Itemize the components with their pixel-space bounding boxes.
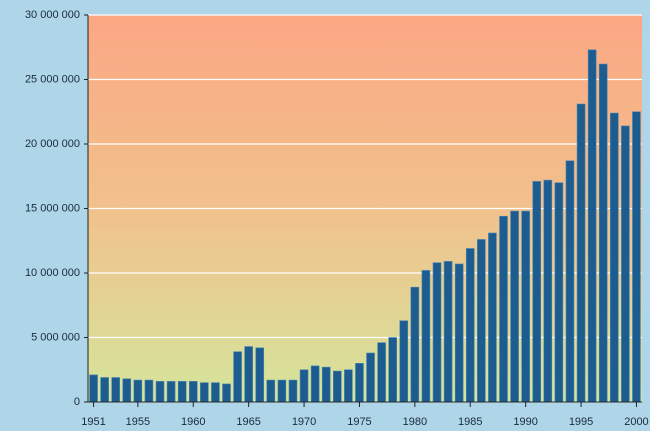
bar (89, 374, 98, 403)
y-tick-label: 25 000 000 (25, 73, 80, 85)
x-tick-label: 1975 (347, 416, 371, 428)
bar (100, 377, 109, 403)
bar (377, 342, 386, 403)
bar (355, 362, 364, 403)
bar (222, 383, 231, 403)
bar (299, 369, 309, 403)
bar (587, 49, 597, 403)
bar (233, 351, 242, 403)
bar (632, 111, 641, 403)
bar (244, 346, 253, 403)
bar (610, 112, 619, 403)
bar (421, 270, 431, 403)
bar (432, 262, 442, 403)
x-tick-label: 1990 (513, 416, 537, 428)
y-tick-label: 0 (74, 396, 80, 408)
bar (211, 382, 220, 403)
bar (366, 352, 375, 403)
bar (344, 369, 353, 403)
bar (621, 125, 630, 403)
bar (410, 286, 420, 403)
y-tick-label: 5 000 000 (31, 331, 80, 343)
bar (166, 381, 176, 403)
bar (454, 263, 464, 403)
bar (521, 210, 530, 403)
bar (177, 381, 187, 403)
bar (510, 210, 519, 403)
x-tick-label: 1985 (458, 416, 482, 428)
bar (598, 63, 608, 403)
bar (443, 261, 453, 403)
bar (111, 377, 120, 403)
x-tick-label: 1960 (181, 416, 205, 428)
bar (488, 232, 497, 403)
y-tick-label: 15 000 000 (25, 202, 80, 214)
bar (321, 366, 331, 403)
bar (277, 379, 287, 403)
bar (122, 378, 132, 403)
bar (399, 320, 409, 403)
bar (388, 337, 397, 403)
bar (465, 248, 475, 403)
bar (554, 182, 564, 403)
x-tick-label: 1970 (292, 416, 316, 428)
y-tick-label: 20 000 000 (25, 138, 80, 150)
x-tick-label: 1980 (403, 416, 427, 428)
bar (310, 365, 320, 403)
bar (288, 379, 298, 403)
y-tick-label: 30 000 000 (25, 9, 80, 21)
bar (543, 179, 553, 403)
bar (532, 181, 542, 403)
x-tick-label: 1995 (569, 416, 593, 428)
bar (200, 382, 209, 403)
y-tick-label: 10 000 000 (25, 267, 80, 279)
bar (188, 381, 198, 403)
bar (266, 379, 276, 403)
bar (144, 379, 154, 403)
bar (333, 370, 342, 403)
bar (576, 103, 586, 403)
x-tick-label: 1965 (236, 416, 260, 428)
x-tick-label: 1951 (81, 416, 105, 428)
bar (477, 239, 486, 403)
bar (255, 347, 265, 403)
bar (565, 160, 575, 403)
bar (133, 379, 143, 403)
bar (499, 215, 508, 403)
bar (155, 381, 165, 403)
x-tick-label: 1955 (126, 416, 150, 428)
x-tick-label: 2000 (624, 416, 648, 428)
